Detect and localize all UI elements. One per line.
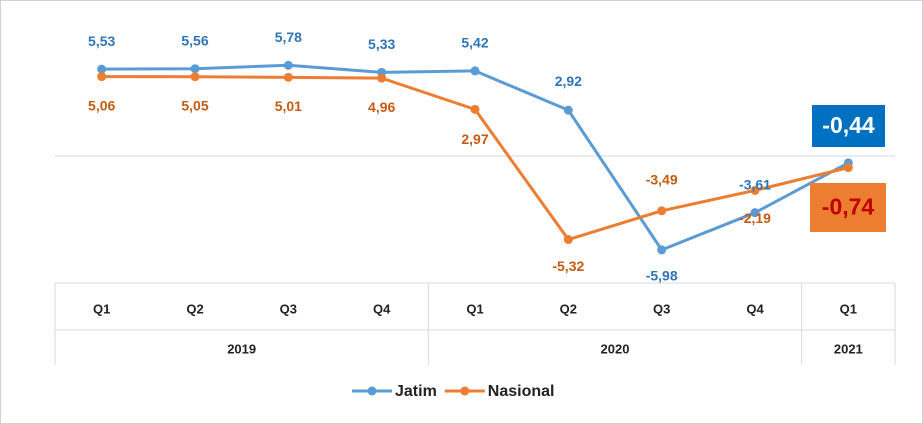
data-point: [283, 72, 293, 82]
data-point: [97, 64, 107, 74]
data-label: 5,53: [88, 33, 115, 49]
x-tick-label: Q2: [186, 301, 203, 316]
group-label: 2021: [834, 341, 863, 356]
x-tick-label: Q2: [560, 301, 577, 316]
x-tick-label: Q4: [746, 301, 764, 316]
legend-marker: [460, 386, 470, 396]
data-label: 5,42: [461, 35, 488, 51]
data-label: 5,33: [368, 36, 395, 52]
data-point: [190, 64, 200, 74]
highlight-label: -0,44: [822, 112, 875, 138]
data-point: [843, 163, 853, 173]
data-label: 4,96: [368, 99, 395, 115]
data-label: -2,19: [739, 210, 771, 226]
data-point: [657, 245, 667, 255]
x-tick-label: Q4: [373, 301, 391, 316]
data-point: [283, 60, 293, 70]
group-label: 2019: [227, 341, 256, 356]
data-label: 2,97: [461, 131, 488, 147]
highlight-label: -0,74: [822, 194, 875, 220]
data-label: 5,06: [88, 97, 115, 113]
data-point: [750, 185, 760, 195]
data-label: 5,01: [275, 98, 302, 114]
data-label: 5,56: [181, 32, 208, 48]
data-label: -3,49: [646, 171, 678, 187]
x-tick-label: Q1: [466, 301, 483, 316]
legend-label: Jatim: [395, 383, 437, 400]
data-label: 5,78: [275, 29, 302, 45]
x-tick-label: Q1: [840, 301, 857, 316]
x-tick-label: Q3: [653, 301, 670, 316]
data-label: 2,92: [555, 73, 582, 89]
data-label: -5,98: [646, 268, 678, 284]
data-label: 5,05: [181, 97, 208, 113]
highlight-box: [810, 183, 886, 232]
data-point: [563, 105, 573, 115]
data-point: [750, 208, 760, 218]
legend-marker: [367, 386, 377, 396]
data-label: -5,32: [552, 258, 584, 274]
data-point: [470, 104, 480, 114]
legend-label: Nasional: [488, 383, 555, 400]
x-tick-label: Q3: [280, 301, 297, 316]
group-label: 2020: [601, 341, 630, 356]
data-point: [563, 235, 573, 245]
x-tick-label: Q1: [93, 301, 110, 316]
data-point: [377, 73, 387, 83]
data-point: [190, 72, 200, 82]
highlight-box: [812, 105, 885, 147]
data-point: [657, 206, 667, 216]
data-point: [470, 66, 480, 76]
data-label: -3,61: [739, 176, 771, 192]
data-point: [97, 72, 107, 82]
